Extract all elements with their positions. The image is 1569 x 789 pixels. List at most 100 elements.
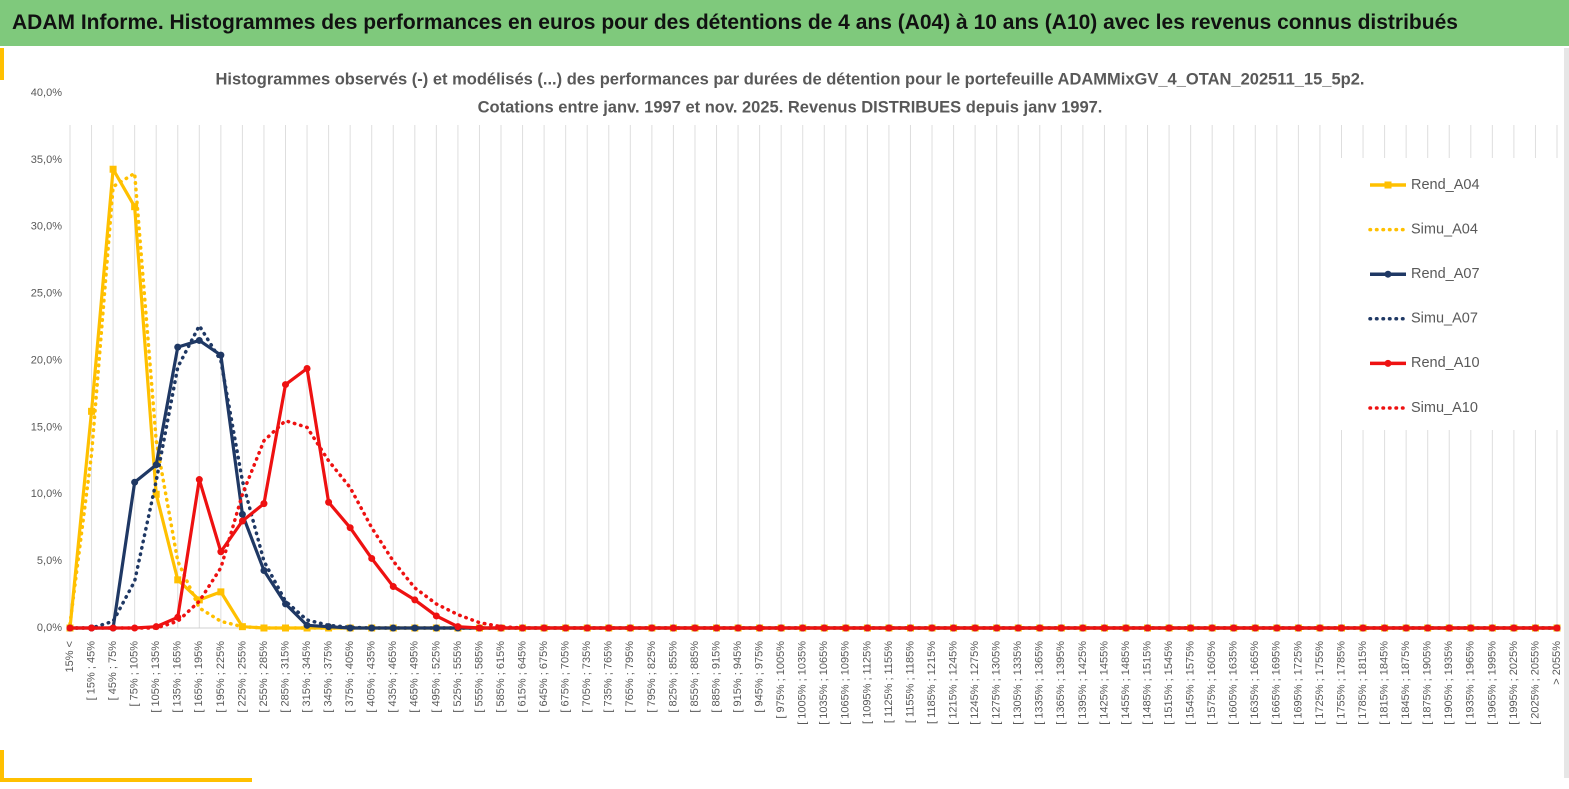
marker [238, 517, 246, 525]
y-tick-label: 35,0% [31, 154, 62, 166]
x-tick-label: [ 1605% ; 1635% [1228, 641, 1240, 725]
x-tick-label: [ 2025% ; 2055% [1529, 641, 1541, 725]
legend-label: Rend_A10 [1411, 355, 1480, 371]
y-tick-label: 10,0% [31, 488, 62, 500]
marker [1230, 624, 1238, 632]
x-tick-label: [ 285% ; 315% [279, 641, 291, 713]
marker [1316, 624, 1324, 632]
x-tick-label: [ 465% ; 495% [409, 641, 421, 713]
x-tick-label: [ 855% ; 885% [689, 641, 701, 713]
marker [131, 203, 139, 211]
x-tick-label: [ 45% ; 75% [107, 641, 119, 701]
header-title: ADAM Informe. Histogrammes des performan… [12, 11, 1458, 34]
x-tick-label: [ 1725% ; 1755% [1314, 641, 1326, 725]
y-tick-label: 15,0% [31, 421, 62, 433]
x-tick-label: [ 1845% ; 1875% [1400, 641, 1412, 725]
x-tick-label: [ 1005% ; 1035% [797, 641, 809, 725]
marker [195, 336, 203, 344]
x-tick-label: [ 1575% ; 1605% [1206, 641, 1218, 725]
marker [88, 407, 96, 415]
x-tick-label: [ 1035% ; 1065% [818, 641, 830, 725]
y-tick-label: 0,0% [37, 622, 62, 634]
x-tick-label: [ 15% ; 45% [85, 641, 97, 701]
marker [626, 624, 634, 632]
marker [562, 624, 570, 632]
marker [303, 621, 311, 629]
y-tick-label: 25,0% [31, 288, 62, 300]
marker [325, 498, 333, 506]
x-tick-label: [ 615% ; 645% [516, 641, 528, 713]
x-tick-label: [ 765% ; 795% [624, 641, 636, 713]
x-tick-label: [ 435% ; 465% [387, 641, 399, 713]
marker [1187, 624, 1195, 632]
marker [195, 596, 203, 604]
x-tick-label: [ 405% ; 435% [366, 641, 378, 713]
header-bar: ADAM Informe. Histogrammes des performan… [0, 0, 1569, 46]
marker [260, 500, 268, 508]
x-tick-label: [ 915% ; 945% [732, 641, 744, 713]
marker [756, 624, 764, 632]
x-tick-label: [ 255% ; 285% [258, 641, 270, 713]
legend-label: Simu_A04 [1411, 221, 1478, 237]
marker [346, 524, 354, 532]
x-tick-label: 15% < [64, 641, 76, 673]
marker [303, 365, 311, 373]
marker [1510, 624, 1518, 632]
marker [475, 624, 483, 632]
x-tick-label: [ 675% ; 705% [560, 641, 572, 713]
legend-label: Simu_A10 [1411, 400, 1478, 416]
x-tick-label: [ 1455% ; 1485% [1120, 641, 1132, 725]
x-tick-label: [ 1125% ; 1155% [883, 641, 895, 723]
y-tick-label: 30,0% [31, 221, 62, 233]
marker [691, 624, 699, 632]
x-tick-label: [ 375% ; 405% [344, 641, 356, 713]
x-tick-label: [ 1905% ; 1935% [1443, 641, 1455, 725]
x-tick-label: [ 555% ; 585% [473, 641, 485, 713]
x-tick-label: [ 495% ; 525% [430, 641, 442, 713]
marker [368, 554, 376, 562]
marker [238, 510, 246, 518]
x-tick-label: [ 165% ; 195% [193, 641, 205, 713]
x-tick-label: [ 75% ; 105% [129, 641, 141, 707]
marker [282, 624, 290, 632]
x-tick-label: [ 705% ; 735% [581, 641, 593, 713]
marker [109, 165, 117, 173]
marker [152, 490, 160, 498]
legend-marker [1384, 181, 1392, 189]
series-line [68, 418, 1559, 630]
marker [454, 623, 462, 631]
marker [260, 566, 268, 574]
legend-label: Rend_A07 [1411, 266, 1480, 282]
legend-label: Simu_A07 [1411, 311, 1478, 327]
marker [109, 624, 117, 632]
x-tick-label: [ 1485% ; 1515% [1141, 641, 1153, 725]
marker [282, 381, 290, 389]
x-tick-label: [ 1155% ; 1185% [904, 641, 916, 723]
marker [131, 478, 139, 486]
x-tick-label: [ 1275% ; 1305% [991, 641, 1003, 725]
x-tick-label: [ 1425% ; 1455% [1098, 641, 1110, 725]
x-tick-label: [ 1635% ; 1665% [1249, 641, 1261, 725]
x-tick-label: [ 135% ; 165% [172, 641, 184, 713]
marker [971, 624, 979, 632]
marker [411, 624, 419, 632]
x-tick-label: [ 1335% ; 1365% [1034, 641, 1046, 725]
marker [411, 596, 419, 604]
x-tick-label: [ 1185% ; 1215% [926, 641, 938, 724]
y-tick-label: 20,0% [31, 354, 62, 366]
marker [1036, 624, 1044, 632]
x-tick-label: [ 825% ; 855% [667, 641, 679, 713]
marker [842, 624, 850, 632]
x-tick-label: [ 1245% ; 1275% [969, 641, 981, 725]
x-tick-label: [ 105% ; 135% [150, 641, 162, 713]
legend-marker [1384, 270, 1392, 278]
x-tick-label: [ 195% ; 225% [215, 641, 227, 713]
marker [195, 476, 203, 484]
accent [0, 48, 4, 80]
x-tick-label: [ 945% ; 975% [754, 641, 766, 713]
x-tick-label: [ 1065% ; 1095% [840, 641, 852, 725]
marker [389, 583, 397, 591]
x-tick-label: [ 1215% ; 1245% [947, 641, 959, 725]
